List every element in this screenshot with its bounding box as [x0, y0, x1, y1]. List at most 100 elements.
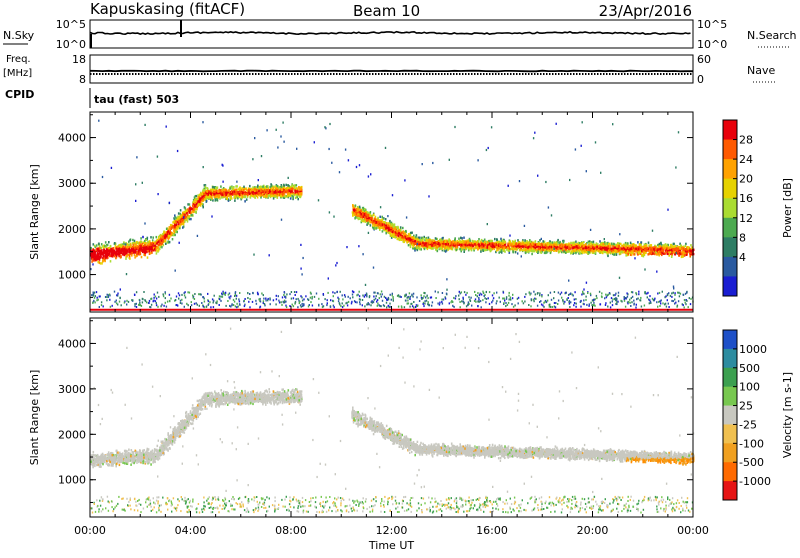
- echo-cell: [570, 242, 572, 244]
- echo-cell: [175, 231, 177, 233]
- echo-cell: [147, 237, 149, 239]
- station-title: Kapuskasing (fitACF): [90, 0, 245, 18]
- echo-cell: [355, 204, 357, 206]
- echo-cell: [501, 251, 503, 253]
- echo-cell: [202, 206, 204, 208]
- echo-cell: [202, 196, 204, 198]
- echo-cell: [194, 205, 196, 207]
- echo-cell: [106, 256, 108, 258]
- echo-cell: [110, 260, 112, 262]
- echo-cell: [359, 206, 361, 208]
- echo-cell: [147, 250, 149, 252]
- echo-cell: [373, 227, 375, 229]
- echo-cell: [129, 239, 131, 241]
- echo-cell: [151, 252, 153, 254]
- echo-cell: [529, 248, 531, 250]
- echo-cell: [234, 190, 236, 192]
- nsearch-label: N.Search: [747, 29, 797, 42]
- echo-cell: [284, 187, 286, 189]
- echo-cell: [531, 250, 533, 252]
- echo-cell: [481, 239, 483, 241]
- echo-cell: [187, 220, 189, 222]
- echo-cell: [98, 257, 100, 259]
- echo-cell: [101, 243, 103, 245]
- echo-cell: [557, 239, 559, 241]
- echo-cell: [357, 210, 359, 212]
- echo-cell: [169, 235, 171, 237]
- echo-cell: [358, 208, 360, 210]
- date-label: 23/Apr/2016: [599, 2, 692, 20]
- echo-cell: [190, 218, 192, 220]
- echo-cell: [366, 220, 368, 222]
- echo-cell: [583, 241, 585, 243]
- echo-cell: [239, 186, 241, 188]
- echo-cell: [206, 187, 208, 189]
- echo-cell: [681, 256, 683, 258]
- echo-cell: [382, 226, 384, 228]
- echo-cell: [193, 211, 195, 213]
- echo-cell: [229, 193, 231, 195]
- echo-cell: [376, 221, 378, 223]
- echo-cell: [285, 184, 287, 186]
- echo-cell: [370, 211, 372, 213]
- echo-cell: [159, 235, 161, 237]
- echo-cell: [173, 220, 175, 222]
- echo-cell: [420, 248, 422, 250]
- echo-cell: [246, 198, 248, 200]
- echo-cell: [186, 210, 188, 212]
- echo-cell: [410, 239, 412, 241]
- echo-cell: [134, 240, 136, 242]
- echo-cell: [296, 190, 298, 192]
- echo-cell: [424, 248, 426, 250]
- echo-cell: [156, 236, 158, 238]
- echo-cell: [261, 186, 263, 188]
- cpid-label: CPID: [5, 88, 34, 101]
- echo-cell: [206, 200, 208, 202]
- echo-cell: [663, 249, 665, 251]
- echo-cell: [256, 189, 258, 191]
- echo-cell: [397, 238, 399, 240]
- echo-cell: [266, 185, 268, 187]
- echo-cell: [254, 197, 256, 199]
- echo-cell: [121, 249, 123, 251]
- echo-cell: [385, 218, 387, 220]
- echo-cell: [395, 229, 397, 231]
- echo-cell: [147, 256, 149, 258]
- echo-cell: [295, 191, 297, 193]
- echo-cell: [663, 253, 665, 255]
- echo-cell: [168, 240, 170, 242]
- echo-cell: [599, 240, 601, 242]
- echo-cell: [221, 196, 223, 198]
- echo-cell: [388, 222, 390, 224]
- echo-cell: [394, 223, 396, 225]
- echo-cell: [616, 254, 618, 256]
- echo-cell: [413, 242, 415, 244]
- echo-cell: [181, 219, 183, 221]
- echo-cell: [559, 242, 561, 244]
- echo-cell: [361, 220, 363, 222]
- echo-cell: [684, 254, 686, 256]
- echo-cell: [125, 252, 127, 254]
- echo-cell: [400, 226, 402, 228]
- echo-cell: [243, 186, 245, 188]
- echo-cell: [673, 243, 675, 245]
- echo-cell: [191, 208, 193, 210]
- echo-cell: [234, 200, 236, 202]
- echo-cell: [356, 217, 358, 219]
- echo-cell: [119, 248, 121, 250]
- echo-cell: [360, 213, 362, 215]
- echo-cell: [437, 250, 439, 252]
- echo-cell: [95, 259, 97, 261]
- echo-cell: [224, 193, 226, 195]
- echo-cell: [109, 247, 111, 249]
- echo-cell: [117, 246, 119, 248]
- echo-cell: [196, 203, 198, 205]
- echo-cell: [266, 189, 268, 191]
- echo-cell: [165, 235, 167, 237]
- echo-cell: [204, 193, 206, 195]
- echo-cell: [232, 191, 234, 193]
- echo-cell: [665, 243, 667, 245]
- echo-cell: [98, 243, 100, 245]
- echo-cell: [352, 214, 354, 216]
